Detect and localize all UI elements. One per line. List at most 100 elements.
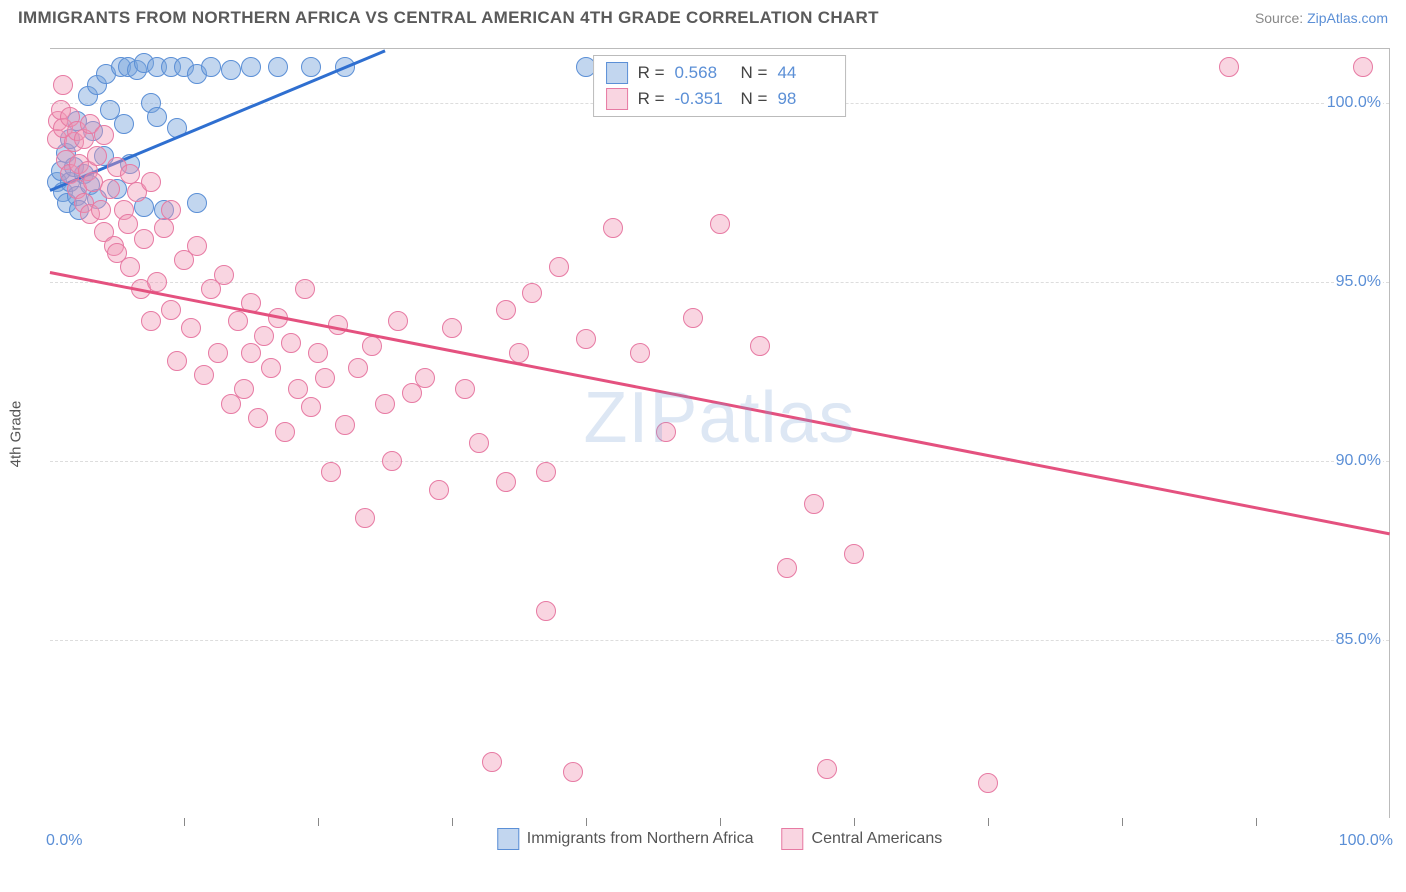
x-tick xyxy=(720,818,721,826)
data-point xyxy=(114,114,134,134)
data-point xyxy=(563,762,583,782)
data-point xyxy=(388,311,408,331)
legend-item: Central Americans xyxy=(782,828,943,850)
legend-item: Immigrants from Northern Africa xyxy=(497,828,754,850)
data-point xyxy=(482,752,502,772)
x-tick xyxy=(452,818,453,826)
data-point xyxy=(603,218,623,238)
data-point xyxy=(100,179,120,199)
data-point xyxy=(91,200,111,220)
data-point xyxy=(415,368,435,388)
data-point xyxy=(275,422,295,442)
data-point xyxy=(147,107,167,127)
data-point xyxy=(315,368,335,388)
data-point xyxy=(295,279,315,299)
data-point xyxy=(254,326,274,346)
data-point xyxy=(288,379,308,399)
data-point xyxy=(53,75,73,95)
x-tick xyxy=(586,818,587,826)
r-value: 0.568 xyxy=(675,63,731,83)
x-tick xyxy=(1122,818,1123,826)
chart-header: IMMIGRANTS FROM NORTHERN AFRICA VS CENTR… xyxy=(0,0,1406,32)
data-point xyxy=(154,218,174,238)
scatter-chart: 4th Grade 100.0%95.0%90.0%85.0% ZIPatlas… xyxy=(50,48,1390,818)
data-point xyxy=(328,315,348,335)
data-point xyxy=(576,329,596,349)
data-point xyxy=(261,358,281,378)
data-point xyxy=(141,172,161,192)
data-point xyxy=(375,394,395,414)
data-point xyxy=(281,333,301,353)
gridline xyxy=(50,282,1389,283)
data-point xyxy=(147,272,167,292)
y-axis-label: 4th Grade xyxy=(8,400,25,467)
y-tick-label: 100.0% xyxy=(1325,94,1383,112)
y-tick-label: 95.0% xyxy=(1334,273,1383,291)
legend-label: Immigrants from Northern Africa xyxy=(527,830,754,848)
data-point xyxy=(362,336,382,356)
data-point xyxy=(710,214,730,234)
data-point xyxy=(321,462,341,482)
data-point xyxy=(1219,57,1239,77)
data-point xyxy=(241,343,261,363)
data-point xyxy=(335,415,355,435)
legend-row: R =0.568N =44 xyxy=(606,60,834,86)
data-point xyxy=(549,257,569,277)
data-point xyxy=(804,494,824,514)
data-point xyxy=(429,480,449,500)
data-point xyxy=(536,462,556,482)
data-point xyxy=(120,257,140,277)
legend-swatch xyxy=(606,88,628,110)
x-axis-max-label: 100.0% xyxy=(1339,832,1393,850)
data-point xyxy=(221,60,241,80)
legend-label: Central Americans xyxy=(812,830,943,848)
data-point xyxy=(161,300,181,320)
data-point xyxy=(94,125,114,145)
r-value: -0.351 xyxy=(675,89,731,109)
trend-line xyxy=(50,271,1390,535)
data-point xyxy=(382,451,402,471)
data-point xyxy=(355,508,375,528)
x-tick xyxy=(184,818,185,826)
data-point xyxy=(194,365,214,385)
data-point xyxy=(301,397,321,417)
data-point xyxy=(630,343,650,363)
data-point xyxy=(248,408,268,428)
data-point xyxy=(134,229,154,249)
gridline xyxy=(50,640,1389,641)
data-point xyxy=(201,57,221,77)
data-point xyxy=(442,318,462,338)
data-point xyxy=(87,146,107,166)
x-tick xyxy=(988,818,989,826)
source-link[interactable]: ZipAtlas.com xyxy=(1307,10,1388,26)
data-point xyxy=(522,283,542,303)
data-point xyxy=(844,544,864,564)
data-point xyxy=(683,308,703,328)
gridline xyxy=(50,461,1389,462)
n-value: 98 xyxy=(777,89,833,109)
x-axis-min-label: 0.0% xyxy=(46,832,82,850)
x-tick xyxy=(318,818,319,826)
n-value: 44 xyxy=(777,63,833,83)
data-point xyxy=(187,193,207,213)
data-point xyxy=(750,336,770,356)
x-tick xyxy=(854,818,855,826)
y-tick-label: 90.0% xyxy=(1334,452,1383,470)
data-point xyxy=(978,773,998,793)
data-point xyxy=(656,422,676,442)
data-point xyxy=(308,343,328,363)
data-point xyxy=(469,433,489,453)
data-point xyxy=(241,57,261,77)
data-point xyxy=(214,265,234,285)
chart-title: IMMIGRANTS FROM NORTHERN AFRICA VS CENTR… xyxy=(18,8,879,28)
data-point xyxy=(817,759,837,779)
data-point xyxy=(301,57,321,77)
data-point xyxy=(777,558,797,578)
data-point xyxy=(161,200,181,220)
data-point xyxy=(228,311,248,331)
legend-row: R =-0.351N =98 xyxy=(606,86,834,112)
data-point xyxy=(348,358,368,378)
data-point xyxy=(455,379,475,399)
data-point xyxy=(141,311,161,331)
data-point xyxy=(187,236,207,256)
